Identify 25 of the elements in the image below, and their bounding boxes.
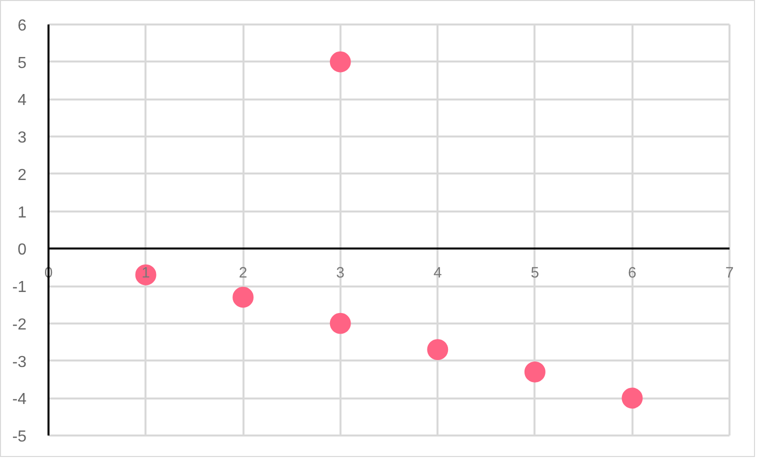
point xyxy=(524,362,546,382)
y-tick-label: 6 xyxy=(18,18,27,34)
x-tick-label: 3 xyxy=(336,264,345,282)
y-tick-label: -1 xyxy=(12,279,27,296)
y-tick-label: 2 xyxy=(18,166,27,184)
y-tick-label: -5 xyxy=(12,428,27,446)
x-tick-label: 7 xyxy=(725,264,734,282)
x-tick-label: 5 xyxy=(530,264,540,282)
point xyxy=(330,312,351,334)
x-tick-label: 1 xyxy=(142,264,150,282)
y-tick-label: 0 xyxy=(18,242,27,259)
point xyxy=(622,388,643,409)
x-tick-label: 6 xyxy=(628,264,636,282)
y-tick-label: -2 xyxy=(12,316,27,334)
y-tick-label: 4 xyxy=(18,92,27,110)
point xyxy=(232,286,254,308)
y-tick-label: -3 xyxy=(12,354,27,371)
x-tick-label: 4 xyxy=(433,264,442,282)
point xyxy=(427,339,448,360)
y-tick-label: 1 xyxy=(18,204,27,222)
y-tick-label: -4 xyxy=(12,391,27,408)
point xyxy=(330,51,351,72)
y-tick-label: 3 xyxy=(18,130,27,147)
y-tick-label: 5 xyxy=(18,54,27,72)
x-tick-label: 2 xyxy=(238,264,248,282)
